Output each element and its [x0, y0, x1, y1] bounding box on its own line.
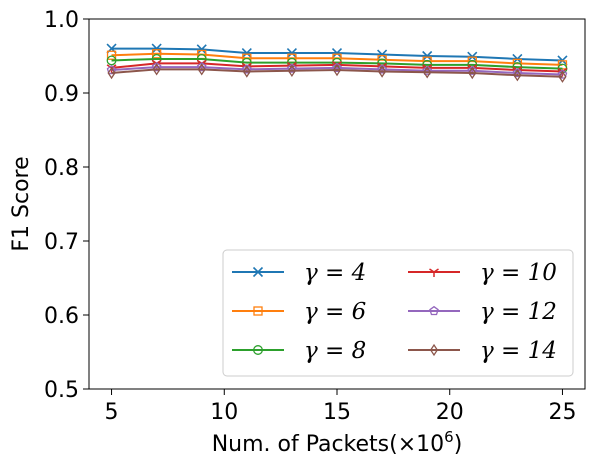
y-tick-label: 0.8: [44, 156, 79, 181]
legend-item: γ = 14: [408, 338, 557, 364]
legend-label: γ = 12: [480, 299, 557, 325]
y-tick-label: 1.0: [44, 8, 79, 33]
legend-label: γ = 6: [304, 299, 366, 325]
data-point: [557, 60, 568, 70]
y-tick-label: 0.9: [44, 82, 79, 107]
data-point: [197, 63, 206, 76]
plot-area: 5 10 15 20 25 0.5 0.6 0.7 0.8 0.9 1.0: [44, 8, 586, 425]
legend-marker: [252, 266, 264, 278]
x-axis-label-exponent: 6: [444, 428, 454, 446]
data-point: [242, 65, 251, 78]
data-point: [422, 65, 433, 75]
data-point: [332, 62, 342, 72]
legend-label: γ = 14: [480, 338, 557, 364]
legend-marker: [429, 343, 439, 357]
data-point: [196, 44, 207, 55]
legend-item: γ = 10: [408, 260, 557, 286]
x-tick-label: 20: [436, 400, 464, 425]
series-6: [107, 63, 567, 83]
x-axis-label-text: Num. of Packets(×10: [212, 432, 444, 457]
legend-item: γ = 6: [232, 299, 366, 325]
data-point: [196, 61, 207, 72]
data-point: [106, 50, 117, 60]
y-tick-label: 0.7: [44, 230, 79, 255]
data-point: [468, 66, 477, 80]
data-point: [513, 69, 522, 82]
series-line: [111, 66, 563, 76]
data-point: [286, 47, 297, 59]
x-tick-label: 25: [548, 400, 576, 425]
data-point: [377, 49, 388, 60]
data-point: [151, 43, 162, 54]
legend-item: γ = 12: [408, 299, 557, 325]
y-tick-label: 0.6: [44, 304, 79, 329]
legend: γ = 4 γ = 6 γ = 8 γ = 10 γ = 12 γ = 14: [222, 249, 574, 377]
data-point: [422, 50, 433, 62]
legend-marker: [253, 306, 263, 316]
series-5: [106, 61, 568, 79]
data-point: [106, 55, 117, 66]
series-line: [111, 57, 563, 70]
legend-frame: [222, 249, 574, 377]
legend-marker: [429, 305, 439, 316]
data-point: [557, 69, 568, 79]
data-point: [151, 49, 162, 59]
series-layer: [106, 43, 568, 83]
legend-label: γ = 10: [480, 260, 557, 286]
y-axis: 0.5 0.6 0.7 0.8 0.9 1.0: [44, 8, 89, 403]
y-tick-label: 0.5: [44, 378, 79, 403]
data-point: [423, 66, 432, 79]
y-axis-label: F1 Score: [9, 156, 34, 251]
data-point: [151, 61, 162, 72]
data-point: [332, 63, 342, 77]
legend-marker: [253, 345, 263, 355]
data-point: [378, 65, 387, 78]
data-point: [377, 64, 387, 74]
legend-item: γ = 4: [232, 260, 366, 286]
data-point: [287, 63, 297, 73]
legend-items: γ = 4 γ = 6 γ = 8 γ = 10 γ = 12 γ = 14: [232, 260, 557, 364]
legend-label: γ = 4: [304, 260, 366, 286]
data-point: [331, 47, 343, 59]
x-axis: 5 10 15 20 25: [105, 389, 576, 425]
x-tick-label: 10: [210, 400, 238, 425]
legend-item: γ = 8: [232, 338, 366, 364]
x-axis-label-close: ): [454, 432, 463, 457]
x-tick-label: 15: [323, 400, 351, 425]
data-point: [152, 63, 161, 76]
data-point: [241, 64, 252, 74]
data-point: [287, 64, 296, 77]
x-tick-label: 5: [105, 400, 119, 425]
data-point: [107, 66, 116, 80]
legend-marker: [429, 268, 439, 277]
data-point: [467, 65, 478, 75]
series-line: [111, 68, 563, 78]
data-point: [241, 47, 252, 59]
legend-label: γ = 8: [304, 338, 366, 364]
data-point: [558, 70, 567, 83]
data-point: [106, 64, 117, 75]
x-axis-label: Num. of Packets(×106): [212, 428, 463, 457]
data-point: [512, 67, 523, 78]
